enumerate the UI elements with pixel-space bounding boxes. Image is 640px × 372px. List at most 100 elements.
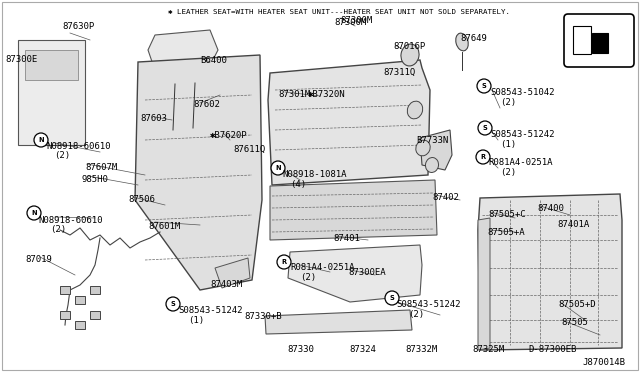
Polygon shape (215, 258, 250, 288)
Text: ✱B7620P: ✱B7620P (210, 131, 248, 140)
Text: D-87300EB: D-87300EB (528, 345, 577, 354)
Text: S: S (390, 295, 394, 301)
Polygon shape (420, 130, 452, 170)
Text: (2): (2) (500, 168, 516, 177)
Text: (1): (1) (500, 140, 516, 149)
Ellipse shape (401, 44, 419, 66)
FancyBboxPatch shape (564, 14, 634, 67)
Circle shape (478, 121, 492, 135)
Text: N08918-60610: N08918-60610 (46, 142, 111, 151)
Ellipse shape (416, 140, 430, 156)
Text: S: S (483, 125, 488, 131)
Text: 87300EA: 87300EA (348, 268, 386, 277)
Bar (75, 321, 85, 329)
Text: 87324: 87324 (349, 345, 376, 354)
Text: (2): (2) (408, 310, 424, 319)
Text: 87016P: 87016P (393, 42, 425, 51)
Text: S: S (171, 301, 175, 307)
Circle shape (34, 133, 48, 147)
Bar (60, 286, 70, 294)
Circle shape (271, 161, 285, 175)
Text: 87400: 87400 (537, 204, 564, 213)
Text: N: N (275, 165, 281, 171)
Text: 87601M: 87601M (148, 222, 180, 231)
Text: 87401A: 87401A (557, 220, 589, 229)
Text: 87505+D: 87505+D (558, 300, 596, 309)
Circle shape (27, 206, 41, 220)
Text: 87602: 87602 (193, 100, 220, 109)
Ellipse shape (426, 157, 438, 173)
Text: (2): (2) (54, 151, 70, 160)
Text: S08543-51242: S08543-51242 (490, 130, 554, 139)
Text: R: R (481, 154, 486, 160)
Text: 87311Q: 87311Q (383, 68, 415, 77)
Text: 87330+B: 87330+B (244, 312, 282, 321)
Text: (4): (4) (290, 180, 306, 189)
Polygon shape (268, 60, 430, 185)
Text: 87403M: 87403M (210, 280, 243, 289)
Polygon shape (288, 245, 422, 302)
Text: 87505+C: 87505+C (488, 210, 525, 219)
Text: 87611Q: 87611Q (233, 145, 265, 154)
Text: 87607M: 87607M (85, 163, 117, 172)
Text: 87603: 87603 (140, 114, 167, 123)
Text: 87505: 87505 (561, 318, 588, 327)
Circle shape (477, 79, 491, 93)
Text: 87019: 87019 (25, 255, 52, 264)
Text: (2): (2) (300, 273, 316, 282)
Text: R: R (282, 259, 287, 265)
Bar (90, 311, 100, 319)
Text: J870014B: J870014B (582, 358, 625, 367)
Polygon shape (135, 55, 262, 290)
Text: ✱B7320N: ✱B7320N (308, 90, 346, 99)
Text: 87330: 87330 (287, 345, 314, 354)
Text: (1): (1) (188, 316, 204, 325)
Text: N: N (31, 210, 37, 216)
Bar (90, 286, 100, 294)
Ellipse shape (456, 33, 468, 51)
Circle shape (277, 255, 291, 269)
Circle shape (385, 291, 399, 305)
Text: 985H0: 985H0 (82, 175, 109, 184)
Polygon shape (478, 218, 490, 350)
Bar (592, 33, 608, 53)
Text: 87402: 87402 (432, 193, 459, 202)
Text: R081A4-0251A: R081A4-0251A (488, 158, 552, 167)
Text: R081A4-0251A: R081A4-0251A (290, 263, 355, 272)
Text: S08543-51242: S08543-51242 (178, 306, 243, 315)
Bar (60, 311, 70, 319)
Ellipse shape (407, 101, 422, 119)
Text: 87332M: 87332M (405, 345, 437, 354)
Text: (2): (2) (500, 98, 516, 107)
Text: 87300M: 87300M (340, 16, 372, 25)
Text: B7733N: B7733N (416, 136, 448, 145)
Text: N08918-1081A: N08918-1081A (282, 170, 346, 179)
Text: 87301M: 87301M (278, 90, 310, 99)
Text: N: N (38, 137, 44, 143)
Text: 87505+A: 87505+A (487, 228, 525, 237)
Text: S08543-51242: S08543-51242 (396, 300, 461, 309)
Bar (75, 296, 85, 304)
Text: 87325M: 87325M (472, 345, 504, 354)
Polygon shape (478, 194, 622, 350)
Polygon shape (270, 180, 437, 240)
Polygon shape (148, 30, 218, 85)
Bar (573, 26, 591, 54)
Circle shape (476, 150, 490, 164)
Polygon shape (265, 310, 412, 334)
Text: B6400: B6400 (200, 56, 227, 65)
Text: S: S (482, 83, 486, 89)
Circle shape (166, 297, 180, 311)
Text: 87506: 87506 (128, 195, 155, 204)
Text: ✱ LEATHER SEAT=WITH HEATER SEAT UNIT---HEATER SEAT UNIT NOT SOLD SEPARATELY.: ✱ LEATHER SEAT=WITH HEATER SEAT UNIT---H… (168, 9, 510, 15)
Text: N08918-60610: N08918-60610 (38, 216, 102, 225)
Text: 87630P: 87630P (62, 22, 94, 31)
Text: 87300E: 87300E (5, 55, 37, 64)
Text: 87649: 87649 (460, 34, 487, 43)
Polygon shape (25, 50, 78, 80)
Text: 87401: 87401 (333, 234, 360, 243)
Text: S08543-51042: S08543-51042 (490, 88, 554, 97)
Text: (2): (2) (50, 225, 66, 234)
Polygon shape (18, 40, 85, 145)
Text: 87300M: 87300M (334, 18, 366, 27)
